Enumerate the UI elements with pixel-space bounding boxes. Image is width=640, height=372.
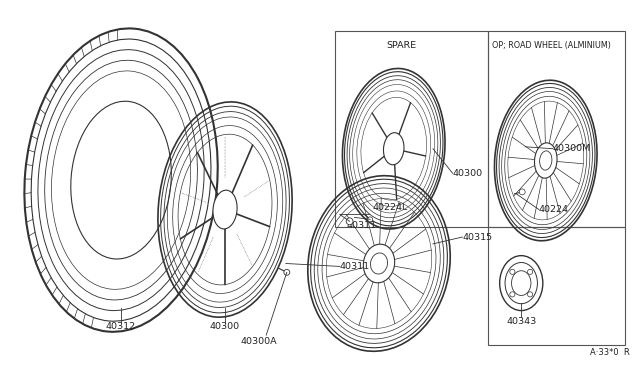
Circle shape <box>527 292 532 297</box>
Text: SPARE: SPARE <box>387 41 417 50</box>
Ellipse shape <box>500 256 543 311</box>
Ellipse shape <box>383 133 404 165</box>
Ellipse shape <box>511 271 531 295</box>
Text: A·33*0  R: A·33*0 R <box>590 348 630 357</box>
Text: 40311: 40311 <box>340 262 370 271</box>
Circle shape <box>284 269 290 275</box>
Ellipse shape <box>505 263 538 304</box>
Ellipse shape <box>364 244 395 283</box>
Text: 40315: 40315 <box>462 232 493 241</box>
Text: 40300: 40300 <box>210 323 240 331</box>
Bar <box>488 227 625 345</box>
Ellipse shape <box>371 253 388 274</box>
Circle shape <box>510 292 515 297</box>
Ellipse shape <box>534 143 557 178</box>
Bar <box>335 31 488 227</box>
Text: OP; ROAD WHEEL (ALMINIUM): OP; ROAD WHEEL (ALMINIUM) <box>492 41 611 50</box>
Text: 40300: 40300 <box>452 169 483 178</box>
Text: 40311: 40311 <box>347 221 377 230</box>
Circle shape <box>510 269 515 275</box>
Text: 40312: 40312 <box>106 323 136 331</box>
Circle shape <box>519 189 525 195</box>
Circle shape <box>368 217 372 222</box>
Circle shape <box>346 218 353 225</box>
Text: 40300M: 40300M <box>552 144 591 153</box>
Ellipse shape <box>71 101 172 259</box>
Ellipse shape <box>540 151 552 170</box>
Bar <box>488 31 625 227</box>
Text: 40343: 40343 <box>506 317 536 327</box>
Text: 40224: 40224 <box>539 205 569 214</box>
Text: 40300A: 40300A <box>240 337 276 346</box>
Ellipse shape <box>213 190 237 229</box>
Text: 40224L: 40224L <box>372 202 408 212</box>
Circle shape <box>527 269 532 275</box>
